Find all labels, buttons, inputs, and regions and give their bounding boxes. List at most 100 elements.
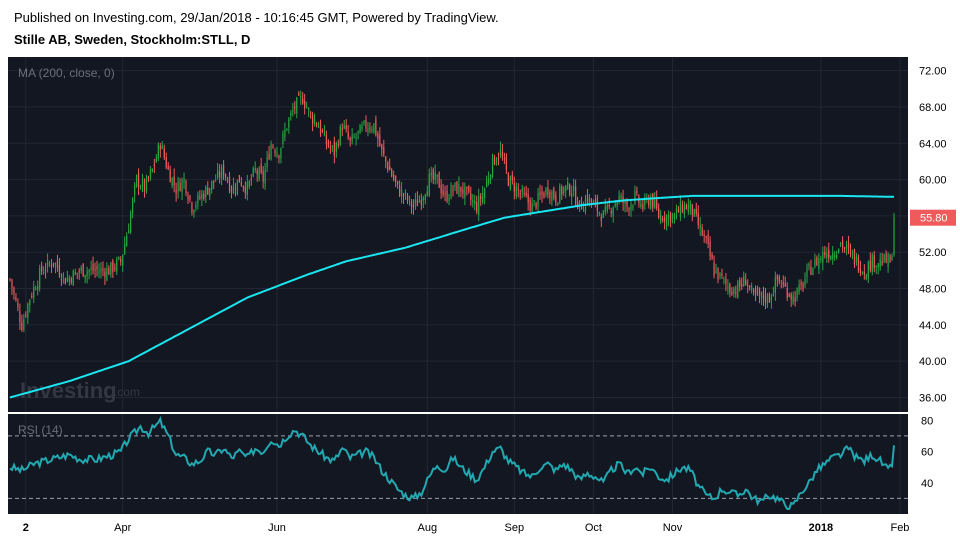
- candle-body: [9, 278, 11, 280]
- candle-body: [389, 166, 391, 171]
- candle-body: [816, 257, 818, 266]
- candle-body: [393, 174, 395, 180]
- candle-body: [347, 131, 349, 138]
- candle-body: [741, 284, 743, 287]
- candle-body: [717, 267, 719, 280]
- candle-body: [883, 254, 885, 262]
- candle-body: [493, 157, 496, 165]
- candle-body: [705, 236, 707, 238]
- candle-body: [205, 186, 207, 198]
- candle-body: [756, 291, 759, 293]
- candle-body: [853, 249, 856, 265]
- candle-body: [282, 133, 284, 144]
- candle-body: [226, 180, 229, 182]
- candle-body: [810, 266, 812, 275]
- candle-body: [626, 201, 628, 207]
- candle-body: [278, 155, 280, 159]
- candle-body: [893, 217, 895, 255]
- candle-body: [776, 275, 778, 280]
- candle-body: [675, 208, 678, 213]
- candle-body: [891, 255, 893, 260]
- candle-body: [408, 196, 411, 200]
- candle-body: [35, 289, 37, 291]
- candle-body: [460, 186, 462, 192]
- candle-body: [228, 176, 231, 192]
- candle-body: [203, 193, 205, 199]
- candle-body: [147, 176, 150, 179]
- candle-body: [434, 172, 436, 180]
- rsi-line: [9, 415, 895, 511]
- candle-body: [224, 174, 227, 178]
- candle-body: [606, 205, 608, 212]
- candle-body: [56, 259, 59, 268]
- candle-body: [329, 147, 331, 149]
- candle-body: [379, 134, 381, 146]
- candle-body: [377, 133, 379, 140]
- candle-body: [731, 292, 733, 296]
- candle-body: [529, 200, 531, 211]
- candle-body: [339, 126, 341, 145]
- candle-body: [169, 169, 171, 183]
- rsi-tick-label: 60: [921, 447, 933, 459]
- candle-body: [662, 218, 664, 221]
- candle-body: [385, 156, 387, 162]
- candle-body: [422, 197, 424, 201]
- candle-body: [689, 200, 691, 209]
- candle-body: [751, 285, 753, 291]
- candle-body: [869, 260, 871, 271]
- candle-body: [62, 274, 65, 277]
- candle-body: [82, 263, 84, 277]
- candle-body: [739, 279, 741, 287]
- candle-body: [234, 188, 237, 190]
- candle-body: [343, 125, 345, 129]
- candle-body: [632, 205, 634, 208]
- candle-body: [511, 174, 513, 181]
- candle-body: [735, 292, 737, 294]
- candle-body: [296, 97, 298, 113]
- candle-body: [319, 122, 322, 134]
- candle-body: [432, 169, 434, 180]
- candle-body: [345, 125, 347, 129]
- candle-body: [58, 265, 61, 276]
- candle-body: [185, 180, 187, 194]
- candle-body: [114, 268, 116, 270]
- candle-body: [298, 93, 300, 96]
- candle-body: [254, 167, 256, 171]
- price-pane[interactable]: [8, 57, 908, 412]
- candle-body: [563, 187, 565, 194]
- candle-body: [729, 283, 731, 293]
- candle-body: [780, 285, 782, 287]
- candle-body: [699, 224, 701, 229]
- candle-body: [808, 263, 810, 267]
- candle-body: [270, 143, 272, 160]
- candle-body: [567, 181, 569, 189]
- candle-body: [414, 199, 417, 204]
- candle-body: [260, 164, 262, 173]
- candle-body: [713, 262, 715, 276]
- candle-body: [656, 197, 658, 209]
- candle-body: [207, 187, 209, 195]
- candle-body: [333, 141, 335, 156]
- candle-body: [426, 191, 428, 197]
- candle-body: [628, 208, 630, 211]
- candle-body: [462, 188, 464, 195]
- candle-body: [341, 128, 343, 131]
- candle-body: [201, 193, 203, 199]
- candle-body: [424, 194, 426, 201]
- candle-body: [84, 274, 86, 279]
- candle-body: [266, 156, 268, 168]
- candle-body: [25, 314, 27, 317]
- candle-body: [887, 254, 889, 268]
- candle-body: [681, 204, 684, 212]
- candle-body: [219, 171, 221, 178]
- candle-body: [242, 186, 244, 188]
- candle-body: [588, 196, 591, 205]
- candle-body: [72, 270, 74, 286]
- candle-body: [545, 188, 547, 195]
- candle-body: [290, 112, 292, 116]
- candle-body: [250, 178, 252, 180]
- candle-body: [503, 158, 506, 160]
- candle-body: [112, 260, 114, 272]
- candle-body: [317, 126, 320, 128]
